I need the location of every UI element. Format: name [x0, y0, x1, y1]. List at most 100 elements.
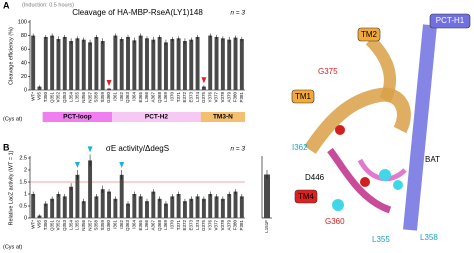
group-box — [112, 112, 201, 122]
bar — [182, 41, 187, 90]
x-tick-label: T371 — [176, 220, 181, 231]
x-tick-label: L355 — [75, 92, 80, 103]
induction-note: (Induction: 0.5 hours) — [22, 2, 74, 8]
bar — [239, 196, 244, 218]
x-tick-label: V377 — [214, 220, 219, 231]
x-tick-label: A367 — [150, 220, 155, 231]
y-axis-label: Relative LacZ activity (WT = 1) — [8, 150, 14, 225]
x-tick-label: Q353 — [62, 220, 67, 232]
bar — [132, 194, 137, 218]
x-tick-label: L374 — [195, 92, 200, 103]
x-tick-label: S359 — [100, 92, 105, 103]
bar — [195, 196, 200, 218]
bar — [43, 203, 48, 218]
group-label: PCT-loop — [63, 114, 92, 121]
residue — [360, 177, 370, 187]
label-box — [294, 189, 318, 204]
x-tick-label: N357 — [87, 92, 92, 103]
arrow — [119, 162, 125, 168]
x-tick-label: V95 — [37, 92, 42, 101]
structure-label: L358 — [420, 233, 438, 242]
structure-label: G375 — [318, 67, 338, 76]
bar — [189, 198, 194, 218]
bar — [176, 194, 181, 218]
bar — [62, 36, 67, 90]
x-tick-label: T350 — [43, 220, 48, 231]
y-tick-label: 0.5 — [19, 203, 27, 209]
x-tick-label: V378 — [220, 92, 225, 103]
bar — [69, 186, 74, 218]
x-tick-label: WT* — [30, 220, 35, 229]
x-tick-label: Q363 — [125, 92, 130, 104]
bar — [50, 198, 55, 218]
bar — [138, 35, 143, 90]
x-tick-label: E373 — [188, 92, 193, 103]
bar — [100, 189, 105, 218]
residue — [332, 199, 344, 211]
bar — [195, 36, 200, 90]
bar — [170, 196, 175, 218]
bar — [214, 36, 219, 90]
x-tick-label: L366 — [144, 220, 149, 231]
y-tick-label: 0 — [24, 215, 27, 221]
bar — [81, 39, 86, 90]
bar — [220, 198, 225, 218]
structure: PCT-H1 TM2 TM1 G375 BAT I362 D446 TM4 G3… — [285, 10, 474, 250]
y-tick-label: 1 — [24, 191, 27, 197]
x-tick-label: N356 — [81, 92, 86, 103]
structure-label: L355 — [372, 235, 390, 244]
x-tick-label: G375 — [201, 220, 206, 232]
x-tick-label: L354 — [68, 220, 73, 231]
x-tick-label: E373 — [188, 220, 193, 231]
x-tick-label: Q368 — [157, 92, 162, 104]
x-tick-label: I361 — [113, 92, 118, 101]
bar — [75, 38, 80, 90]
x-tick-label: A379 — [226, 220, 231, 231]
x-tick-label: S359 — [100, 220, 105, 231]
bar — [214, 196, 219, 218]
arrow — [87, 146, 93, 153]
y-tick-label: 1.5 — [19, 179, 27, 185]
bar — [119, 174, 124, 218]
x-tick-label: Q353 — [62, 92, 67, 104]
y-tick-label: 100 — [18, 19, 27, 25]
x-tick-label: L355 — [75, 220, 80, 231]
group-label: PCT-H2 — [145, 114, 169, 121]
x-axis-label: (Cys at) — [3, 116, 22, 122]
x-tick-label: I370 — [169, 220, 174, 229]
arrow — [74, 162, 80, 168]
bar — [94, 196, 99, 218]
chart-title: Cleavage of HA-MBP-RseA(LY1)148 — [72, 8, 203, 17]
y-tick-label: 60 — [21, 47, 27, 53]
x-tick-label: N356 — [81, 220, 86, 231]
x-tick-label: A379 — [226, 92, 231, 103]
x-tick-label: L366 — [144, 92, 149, 103]
x-tick-label: V378 — [220, 220, 225, 231]
x-tick-label: G375 — [201, 92, 206, 104]
x-tick-label: V95 — [37, 220, 42, 229]
chart-title: σE activity/ΔdegS — [106, 144, 169, 153]
bar — [56, 39, 61, 90]
bar — [189, 39, 194, 90]
chart-note: n = 3 — [230, 10, 245, 17]
structure-label: TM1 — [295, 92, 312, 101]
bar — [239, 39, 244, 90]
x-tick-label: L374 — [195, 220, 200, 231]
x-tick-label: E365 — [138, 220, 143, 231]
bar — [113, 35, 118, 90]
bar — [233, 37, 238, 90]
bar — [227, 39, 232, 90]
bar — [113, 198, 118, 218]
bar — [145, 201, 149, 218]
x-tick-label: F380 — [233, 220, 238, 231]
x-tick-label: Q351 — [49, 220, 54, 232]
bar — [157, 198, 162, 218]
x-tick-label: S358 — [94, 92, 99, 103]
x-tick-label: I370 — [169, 92, 174, 101]
bar — [227, 194, 232, 218]
residue — [379, 169, 391, 181]
x-tick-label: Q368 — [157, 220, 162, 232]
bar — [176, 38, 181, 90]
bar — [208, 194, 213, 218]
